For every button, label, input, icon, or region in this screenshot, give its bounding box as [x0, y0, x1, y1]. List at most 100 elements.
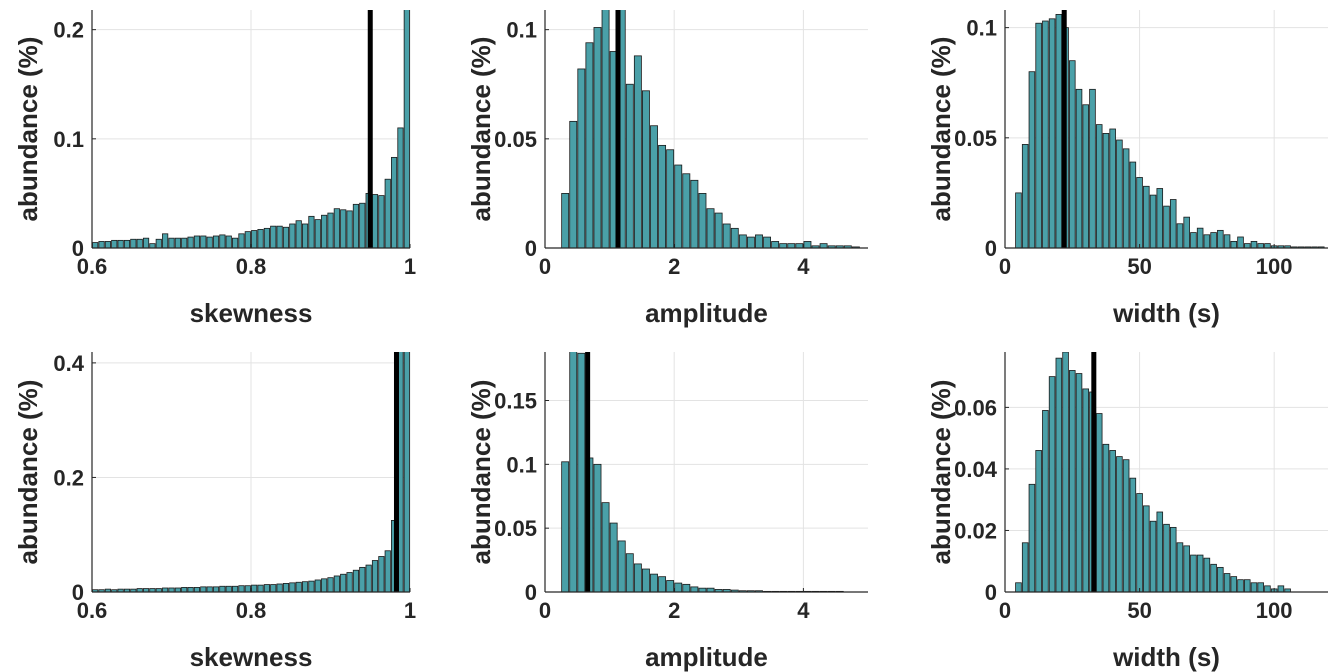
bar [577, 352, 586, 592]
bar [1190, 554, 1197, 592]
y-axis-label: abundance (%) [466, 380, 496, 565]
bar [1237, 236, 1244, 248]
bar [238, 585, 245, 592]
bar [1048, 18, 1056, 248]
bar [314, 579, 321, 592]
bar [690, 586, 699, 592]
subplot: 0.6 0.8 1 0 0.1 0.2 skewness abundance (%) [13, 10, 416, 328]
bar [193, 587, 201, 592]
bar [569, 352, 578, 592]
bar [1210, 232, 1217, 248]
bar [666, 149, 675, 248]
y-tick-label: 0 [525, 580, 537, 605]
bar [263, 584, 270, 592]
bar [1176, 223, 1184, 248]
bar [371, 560, 379, 592]
bar [738, 234, 747, 248]
bar [642, 568, 650, 592]
x-tick-label: 100 [1256, 598, 1293, 623]
bar [346, 210, 353, 248]
bar [1250, 582, 1258, 592]
y-tick-label: 0 [985, 580, 997, 605]
y-tick-label: 0.1 [506, 452, 537, 477]
y-tick-label: 0.04 [954, 457, 998, 482]
bar [244, 231, 251, 248]
y-tick-label: 0.4 [53, 351, 84, 376]
bar [1095, 124, 1103, 248]
y-tick-label: 0.15 [494, 389, 537, 414]
bar [1042, 20, 1049, 248]
x-tick-label: 0.8 [236, 598, 267, 623]
bar [1028, 483, 1036, 592]
bar [658, 144, 667, 248]
bar [730, 227, 739, 248]
x-tick-label: 0 [539, 598, 551, 623]
plot-area [561, 352, 844, 592]
bar [1102, 443, 1110, 592]
bar [1028, 71, 1036, 248]
bar [104, 241, 111, 248]
bar [1035, 450, 1042, 592]
bar [263, 227, 270, 248]
bar [244, 585, 251, 592]
y-tick-label: 0 [525, 236, 537, 261]
bar [1055, 357, 1063, 592]
bar [1082, 388, 1090, 592]
bar [181, 587, 188, 592]
bar [625, 83, 634, 248]
bar [1109, 128, 1116, 248]
bar [593, 463, 602, 592]
y-tick-label: 0.2 [53, 465, 84, 490]
bar [803, 241, 812, 248]
bar [187, 587, 194, 592]
bar [795, 243, 804, 248]
bar [162, 587, 169, 592]
bar [282, 226, 290, 248]
bar [1122, 148, 1130, 248]
y-tick-label: 0.06 [954, 395, 997, 420]
subplot: 0.6 0.8 1 0 0.2 0.4 skewness abundance (%) [13, 351, 416, 672]
bar [625, 553, 634, 592]
bar [1176, 542, 1184, 592]
x-tick-label: 4 [797, 598, 810, 623]
bar [232, 585, 239, 592]
bar [1021, 542, 1029, 592]
bar [763, 236, 772, 248]
bar [561, 461, 570, 592]
y-tick-label: 0.02 [954, 518, 997, 543]
bar [340, 573, 347, 592]
bar [340, 209, 347, 248]
bar [123, 239, 131, 248]
bar [200, 235, 207, 248]
bar [225, 235, 232, 248]
bar [1069, 370, 1076, 592]
y-axis-label: abundance (%) [13, 37, 43, 222]
x-axis-label: width (s) [1112, 298, 1220, 328]
bar [321, 214, 328, 248]
bar [352, 203, 360, 248]
bar [1203, 234, 1211, 248]
x-tick-label: 0 [999, 254, 1011, 279]
bar [270, 584, 277, 592]
bar [1264, 243, 1271, 248]
bar [378, 195, 385, 248]
bar [1082, 104, 1090, 248]
bar [391, 156, 398, 248]
bar [1075, 88, 1083, 248]
bar [601, 502, 610, 592]
x-tick-label: 50 [1127, 598, 1151, 623]
bar [219, 585, 226, 592]
x-axis-label: amplitude [645, 298, 768, 328]
bar [181, 237, 188, 248]
bar [130, 238, 137, 248]
bar [142, 237, 150, 248]
bar [282, 583, 290, 592]
bar [295, 220, 302, 248]
bar [690, 179, 699, 248]
bar [658, 576, 667, 592]
bar [174, 237, 181, 248]
y-axis-label: abundance (%) [926, 380, 956, 565]
bar [98, 241, 105, 248]
bar [403, 10, 410, 248]
bar [333, 208, 340, 248]
